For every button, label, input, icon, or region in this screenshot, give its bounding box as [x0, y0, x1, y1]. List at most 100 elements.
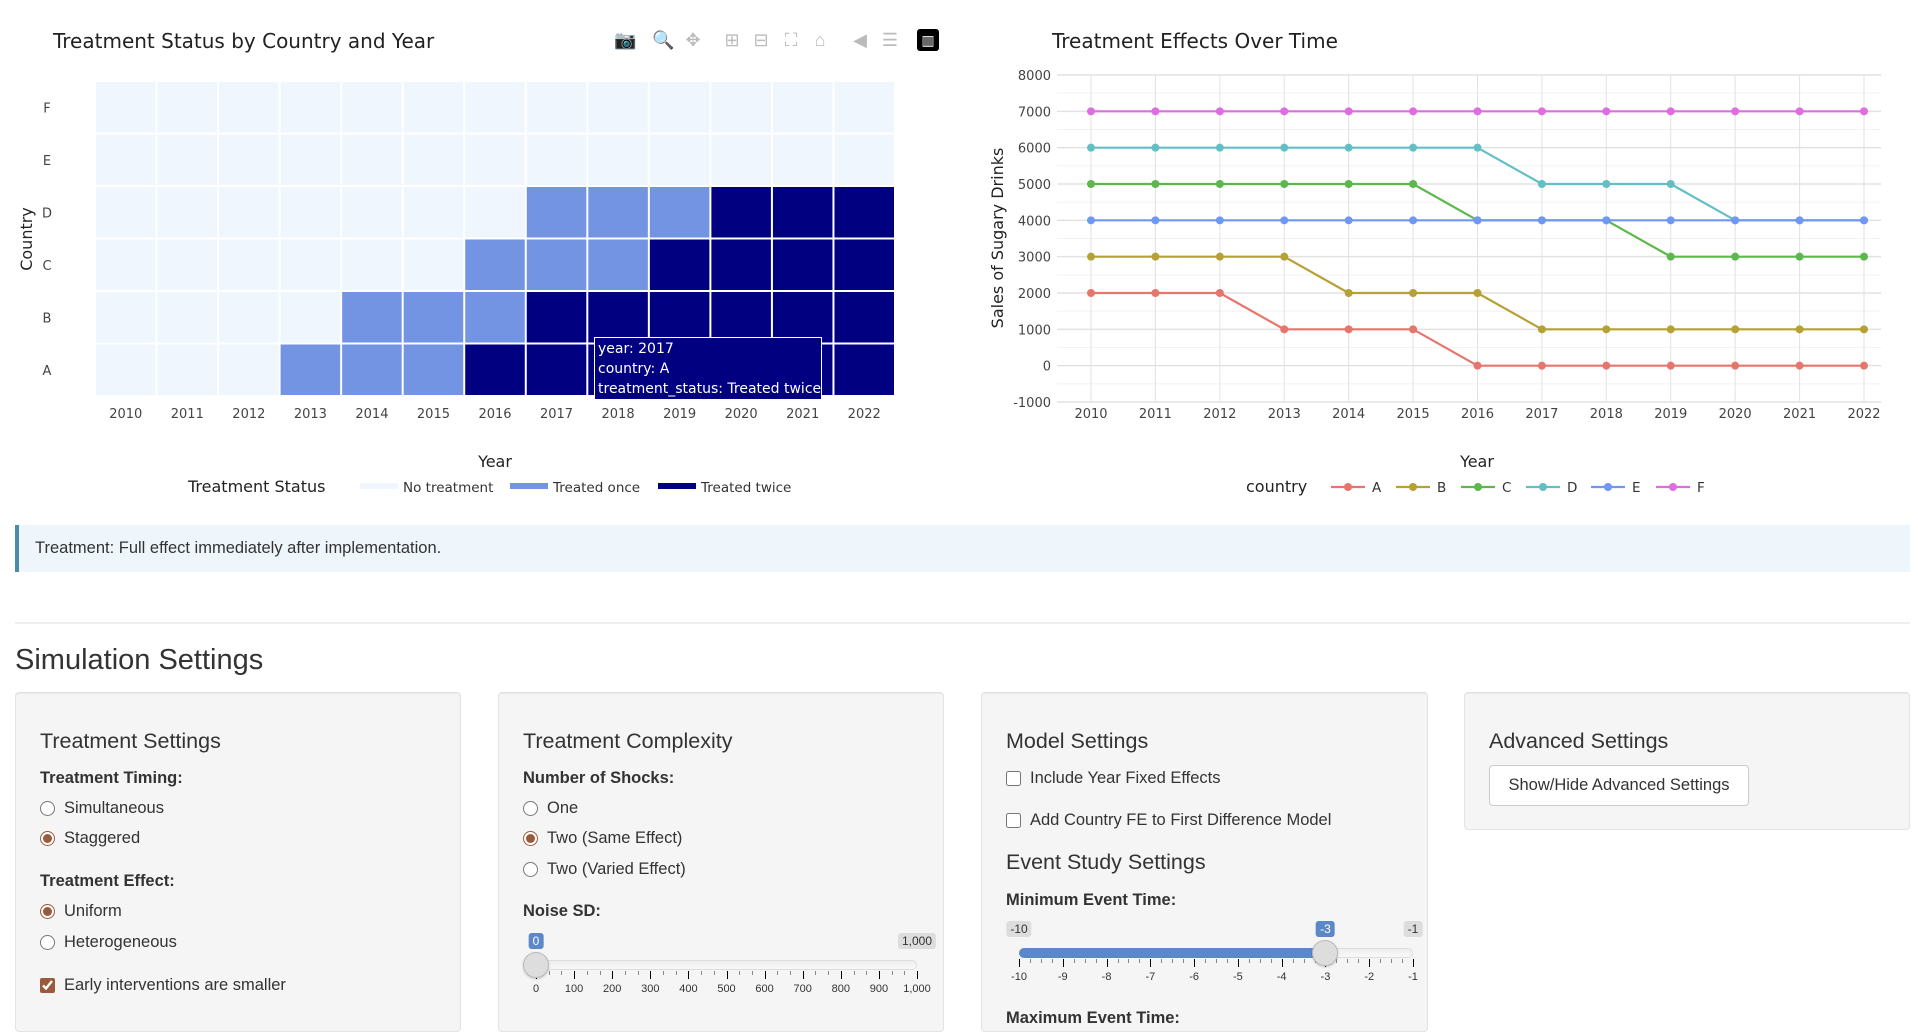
x-tick-label: 2015	[417, 407, 450, 422]
heatmap-cell	[219, 344, 279, 395]
camera-icon[interactable]: 📷	[614, 30, 637, 50]
slider-tick	[612, 971, 614, 979]
autoscale-icon[interactable]: ⛶	[784, 30, 798, 50]
slider-tick	[663, 971, 664, 975]
radio-input[interactable]	[523, 801, 538, 816]
line-chart[interactable]: 2010 2011 2012 2013 2014 2015 2016 2017 2018 2019…	[960, 0, 1918, 510]
advanced-settings-panel: Advanced Settings Show/Hide Advanced Set…	[1464, 692, 1910, 830]
hover-compare-icon[interactable]: ☰	[881, 30, 899, 50]
x-axis-title: Year	[1459, 452, 1494, 471]
checkbox-input[interactable]	[40, 978, 55, 993]
heatmap-cell	[772, 187, 833, 238]
data-point-D	[1537, 180, 1546, 188]
home-icon[interactable]: ⌂	[814, 30, 826, 50]
early-interventions-checkbox[interactable]: Early interventions are smaller	[40, 976, 286, 995]
y-tick-label: F	[43, 101, 50, 116]
data-point-D	[1473, 143, 1482, 152]
checkbox-input[interactable]	[1006, 813, 1021, 828]
x-tick-label: 2017	[540, 407, 573, 422]
heatmap-cell	[526, 292, 587, 343]
data-point-A	[1409, 325, 1418, 334]
slider-tick	[1029, 959, 1031, 963]
y-tick-label: A	[43, 364, 52, 379]
slider-tick	[840, 971, 842, 979]
data-point-A	[1860, 361, 1868, 370]
legend-marker	[1604, 483, 1612, 491]
radio-input[interactable]	[40, 904, 55, 919]
slider-tick	[1226, 959, 1228, 963]
checkbox-input[interactable]	[1006, 771, 1021, 786]
y-tick-label: E	[43, 154, 51, 169]
slider-tick-label: 200	[603, 983, 622, 995]
radio-input[interactable]	[40, 831, 55, 846]
hover-closest-icon[interactable]: ◀	[853, 30, 867, 50]
data-point-A	[1344, 325, 1353, 334]
heatmap-cell	[403, 82, 464, 133]
heatmap-cell	[96, 187, 156, 238]
slider-tick	[574, 971, 576, 979]
radio-two-same[interactable]: Two (Same Effect)	[523, 829, 682, 848]
checkbox-label: Early interventions are smaller	[64, 976, 286, 994]
legend-title: Treatment Status	[187, 477, 325, 496]
legend-label: C	[1502, 480, 1511, 496]
x-tick-label: 2017	[1525, 407, 1558, 422]
slider-tick	[624, 971, 626, 975]
slider-tick-label: -8	[1101, 971, 1112, 983]
slider-tick	[1347, 959, 1349, 963]
legend-label: D	[1567, 480, 1577, 496]
slider-tick	[828, 971, 830, 975]
year-fe-checkbox[interactable]: Include Year Fixed Effects	[1006, 769, 1220, 788]
radio-input[interactable]	[523, 862, 538, 877]
heatmap-chart[interactable]: A B C D E F 2010 2011 2012 2013 2014 2015 2016 2017 20…	[0, 0, 960, 510]
panel-title: Model Settings	[1006, 729, 1149, 753]
y-tick-label: 5000	[1018, 178, 1051, 193]
radio-label: Two (Same Effect)	[547, 829, 683, 847]
radio-one[interactable]: One	[523, 799, 578, 818]
heatmap-cell	[588, 134, 648, 185]
radio-staggered[interactable]: Staggered	[40, 829, 140, 848]
heatmap-cell	[219, 292, 279, 343]
radio-input[interactable]	[40, 801, 55, 816]
slider-tick	[739, 971, 741, 975]
pan-icon[interactable]: ✥	[685, 30, 701, 50]
slider-tick	[802, 971, 804, 979]
slider-tick	[1128, 959, 1130, 963]
heatmap-cell	[526, 239, 587, 290]
data-point-E	[1087, 216, 1095, 225]
radio-uniform[interactable]: Uniform	[40, 902, 122, 921]
data-point-A	[1602, 361, 1611, 370]
slider-tick	[1106, 959, 1108, 967]
data-point-F	[1602, 107, 1611, 116]
data-point-E	[1151, 216, 1160, 225]
radio-label: One	[547, 799, 579, 817]
heatmap-cell	[342, 344, 402, 395]
show-hide-advanced-button[interactable]: Show/Hide Advanced Settings	[1489, 765, 1749, 806]
slider-handle[interactable]	[523, 952, 549, 978]
radio-two-varied[interactable]: Two (Varied Effect)	[523, 860, 686, 879]
slider-tick	[1073, 959, 1075, 963]
plotly-logo-icon[interactable]: ▥	[917, 29, 939, 51]
y-tick-label: 4000	[1018, 214, 1051, 229]
data-point-D	[1280, 143, 1289, 152]
data-point-C	[1215, 180, 1224, 188]
heatmap-cell	[834, 292, 894, 343]
divider	[15, 622, 1910, 624]
slider-tick-label: -2	[1364, 971, 1375, 983]
heatmap-cell	[280, 187, 341, 238]
radio-heterogeneous[interactable]: Heterogeneous	[40, 933, 177, 952]
heatmap-cell	[157, 344, 218, 395]
slider-handle[interactable]	[1312, 940, 1339, 966]
radio-simultaneous[interactable]: Simultaneous	[40, 799, 164, 818]
country-fe-checkbox[interactable]: Add Country FE to First Difference Model	[1006, 811, 1331, 830]
slider-value-label: -3	[1316, 921, 1335, 937]
data-point-B	[1280, 252, 1289, 261]
radio-input[interactable]	[40, 935, 55, 950]
radio-input[interactable]	[523, 831, 538, 846]
heatmap-cell	[219, 239, 279, 290]
data-point-F	[1795, 107, 1804, 116]
zoom-icon[interactable]: 🔍	[652, 30, 675, 50]
zoom-in-icon[interactable]: ⊞	[724, 30, 740, 50]
x-tick-label: 2022	[1847, 407, 1880, 422]
zoom-out-icon[interactable]: ⊟	[753, 30, 769, 50]
panel-title: Advanced Settings	[1489, 729, 1669, 753]
